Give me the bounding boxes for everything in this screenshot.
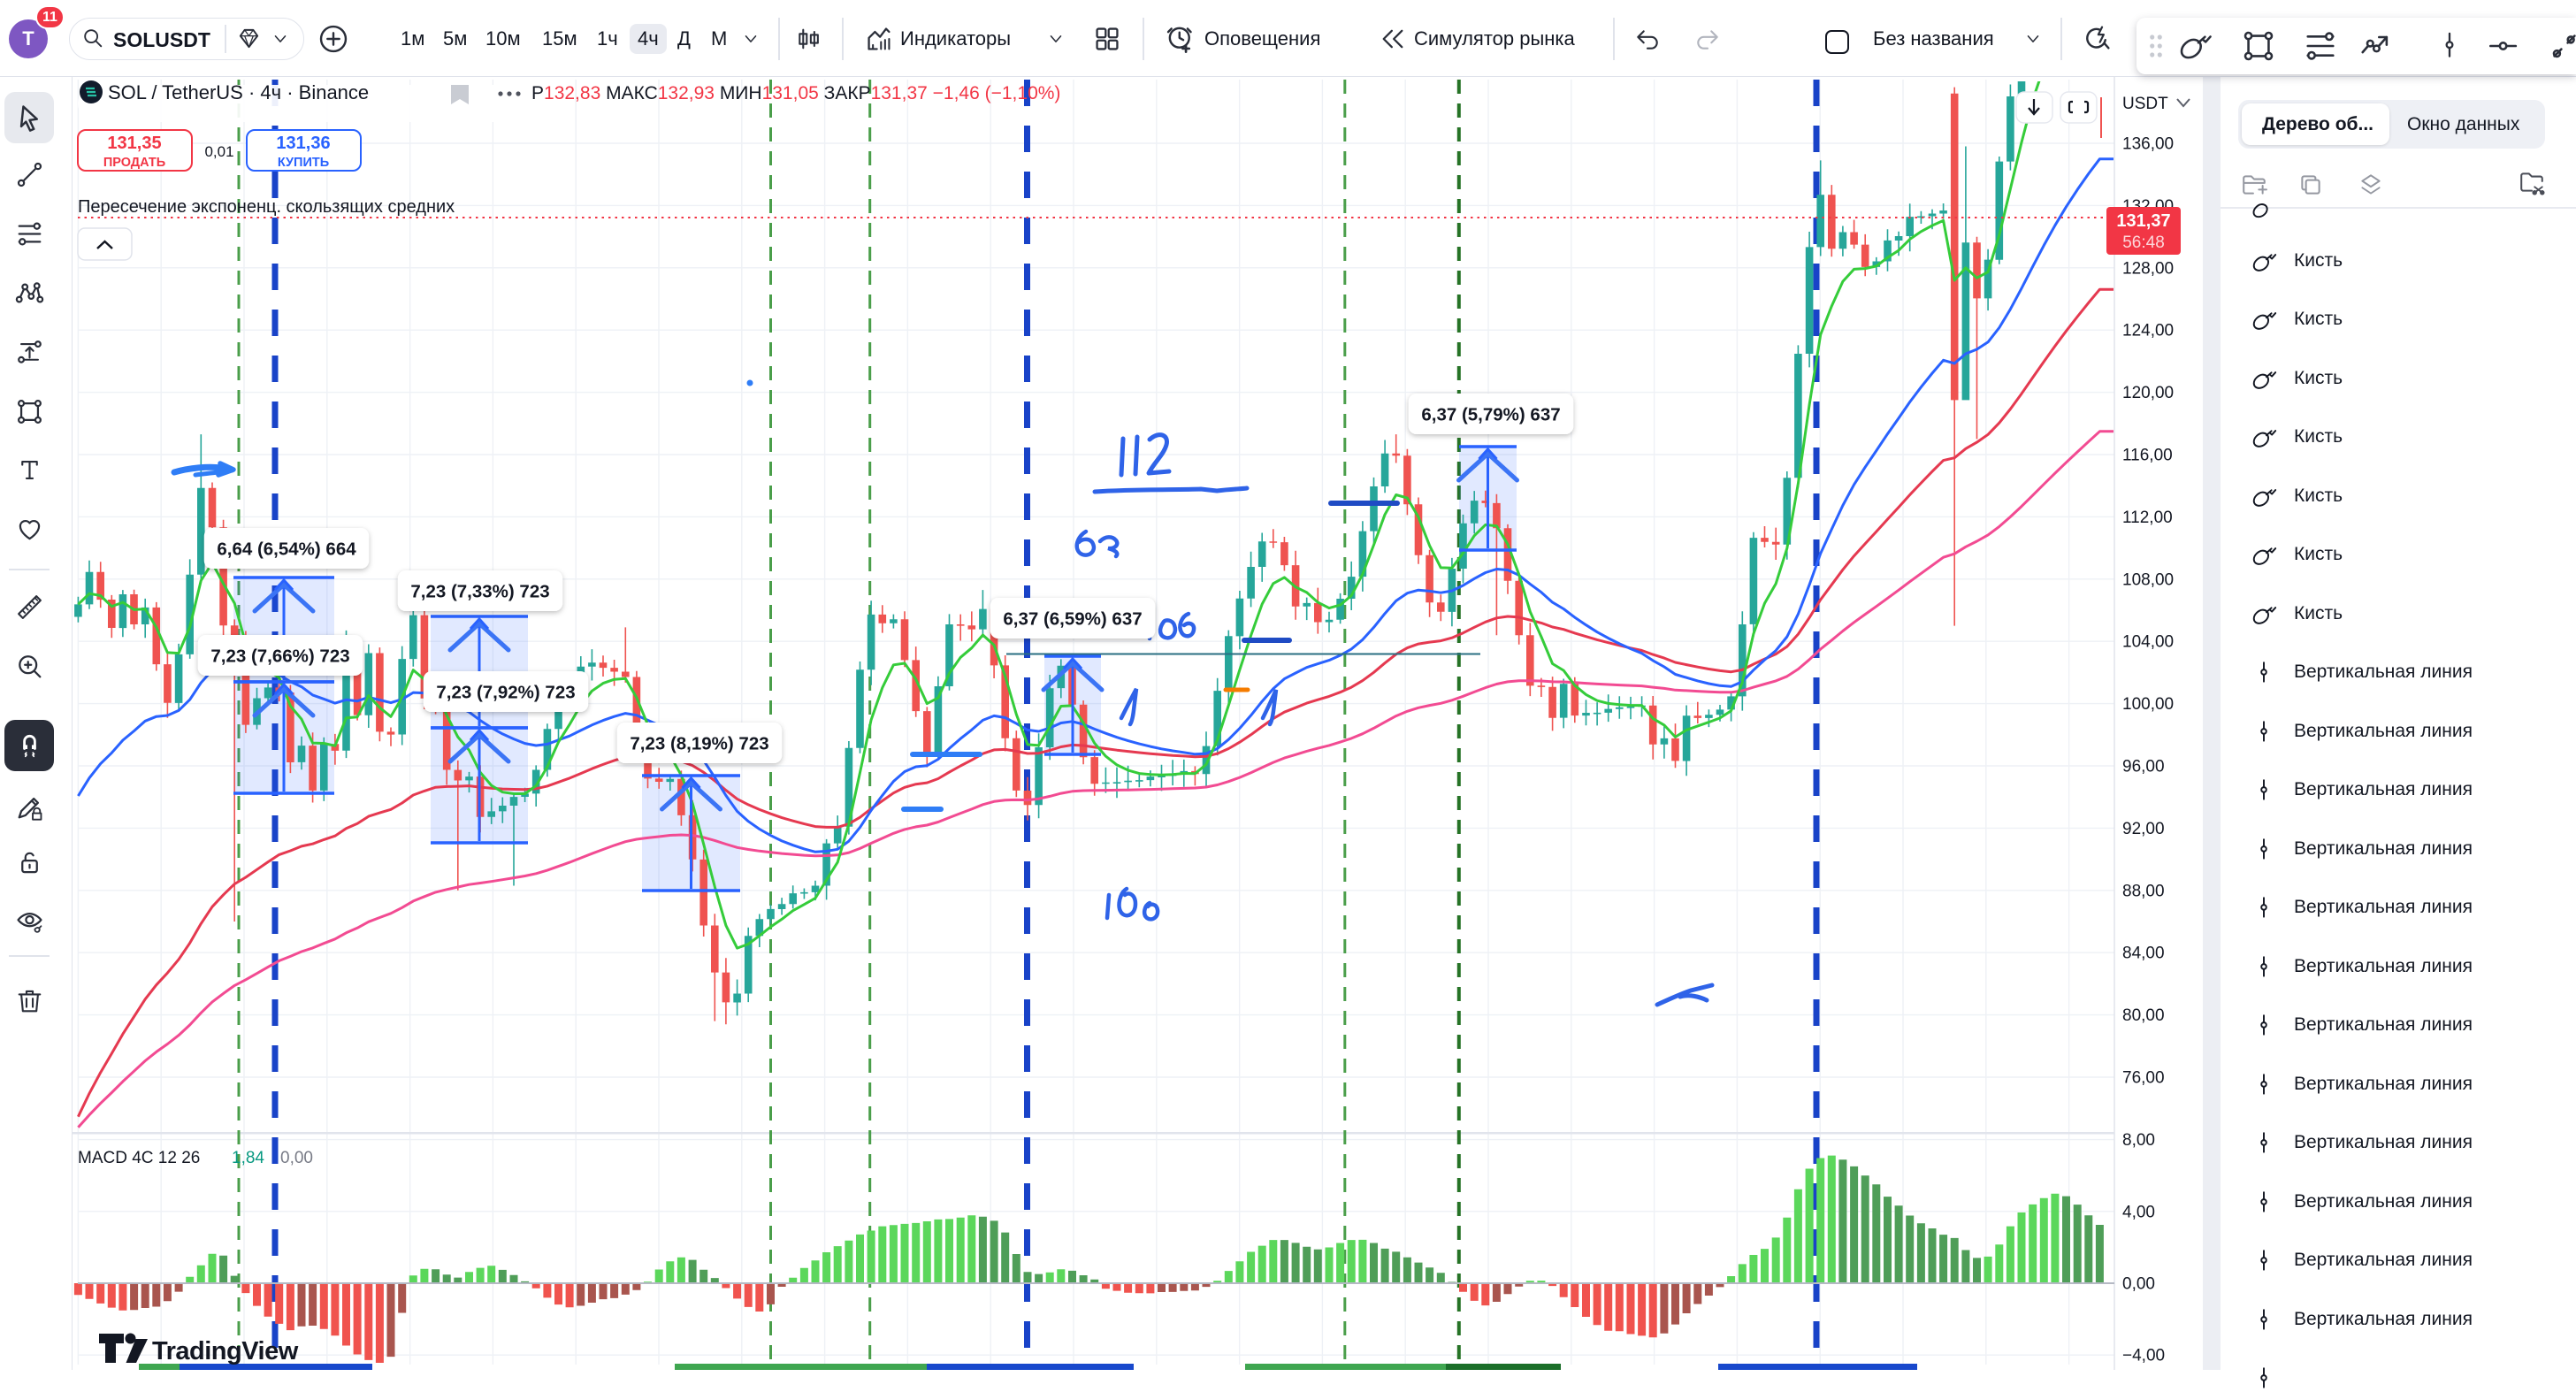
- svg-text:112,00: 112,00: [2122, 509, 2173, 527]
- svg-text:124,00: 124,00: [2122, 322, 2174, 340]
- svg-text:КУПИТЬ: КУПИТЬ: [278, 156, 329, 170]
- svg-text:−4,00: −4,00: [2122, 1347, 2165, 1365]
- svg-text:6,37 (6,59%) 637: 6,37 (6,59%) 637: [1003, 609, 1142, 630]
- svg-text:108,00: 108,00: [2122, 570, 2174, 589]
- svg-text:56:48: 56:48: [2122, 233, 2165, 252]
- svg-text:104,00: 104,00: [2122, 633, 2174, 652]
- svg-text:0,00: 0,00: [2122, 1275, 2155, 1294]
- svg-text:131,35: 131,35: [107, 134, 161, 153]
- svg-text:116,00: 116,00: [2122, 447, 2173, 465]
- svg-text:84,00: 84,00: [2122, 945, 2165, 963]
- svg-text:1,84: 1,84: [232, 1149, 264, 1167]
- svg-text:6,64 (6,54%) 664: 6,64 (6,54%) 664: [217, 539, 356, 560]
- svg-text:7,23 (8,19%) 723: 7,23 (8,19%) 723: [630, 734, 768, 754]
- svg-text:SOL / TetherUS · 4ч · Binance: SOL / TetherUS · 4ч · Binance: [108, 81, 369, 103]
- svg-text:136,00: 136,00: [2122, 135, 2174, 154]
- svg-text:88,00: 88,00: [2122, 882, 2165, 900]
- svg-text:7,23 (7,66%) 723: 7,23 (7,66%) 723: [210, 646, 349, 667]
- svg-text:P132,83 МАКС132,93 МИН131,05 З: P132,83 МАКС132,93 МИН131,05 ЗАКР131,37 …: [531, 83, 1060, 103]
- svg-text:0,00: 0,00: [280, 1149, 313, 1167]
- svg-text:MACD 4С 12 26: MACD 4С 12 26: [78, 1149, 200, 1167]
- svg-text:76,00: 76,00: [2122, 1069, 2165, 1088]
- svg-text:8,00: 8,00: [2122, 1131, 2155, 1150]
- svg-text:7,23 (7,92%) 723: 7,23 (7,92%) 723: [436, 683, 575, 703]
- svg-text:USDT: USDT: [2122, 95, 2168, 113]
- svg-text:4,00: 4,00: [2122, 1203, 2155, 1221]
- svg-text:ПРОДАТЬ: ПРОДАТЬ: [103, 156, 165, 170]
- svg-text:120,00: 120,00: [2122, 384, 2174, 402]
- svg-text:96,00: 96,00: [2122, 758, 2165, 776]
- svg-text:Пересечение экспоненц. скользя: Пересечение экспоненц. скользящих средни…: [78, 197, 455, 217]
- svg-text:0,01: 0,01: [204, 143, 233, 160]
- svg-text:131,36: 131,36: [276, 134, 330, 153]
- svg-text:131,37: 131,37: [2116, 211, 2170, 231]
- svg-text:128,00: 128,00: [2122, 259, 2174, 278]
- svg-text:100,00: 100,00: [2122, 695, 2174, 714]
- svg-text:80,00: 80,00: [2122, 1006, 2165, 1025]
- svg-text:7,23 (7,33%) 723: 7,23 (7,33%) 723: [410, 582, 549, 602]
- svg-text:TradingView: TradingView: [152, 1337, 299, 1365]
- svg-text:6,37 (5,79%) 637: 6,37 (5,79%) 637: [1421, 405, 1560, 425]
- svg-text:92,00: 92,00: [2122, 820, 2165, 838]
